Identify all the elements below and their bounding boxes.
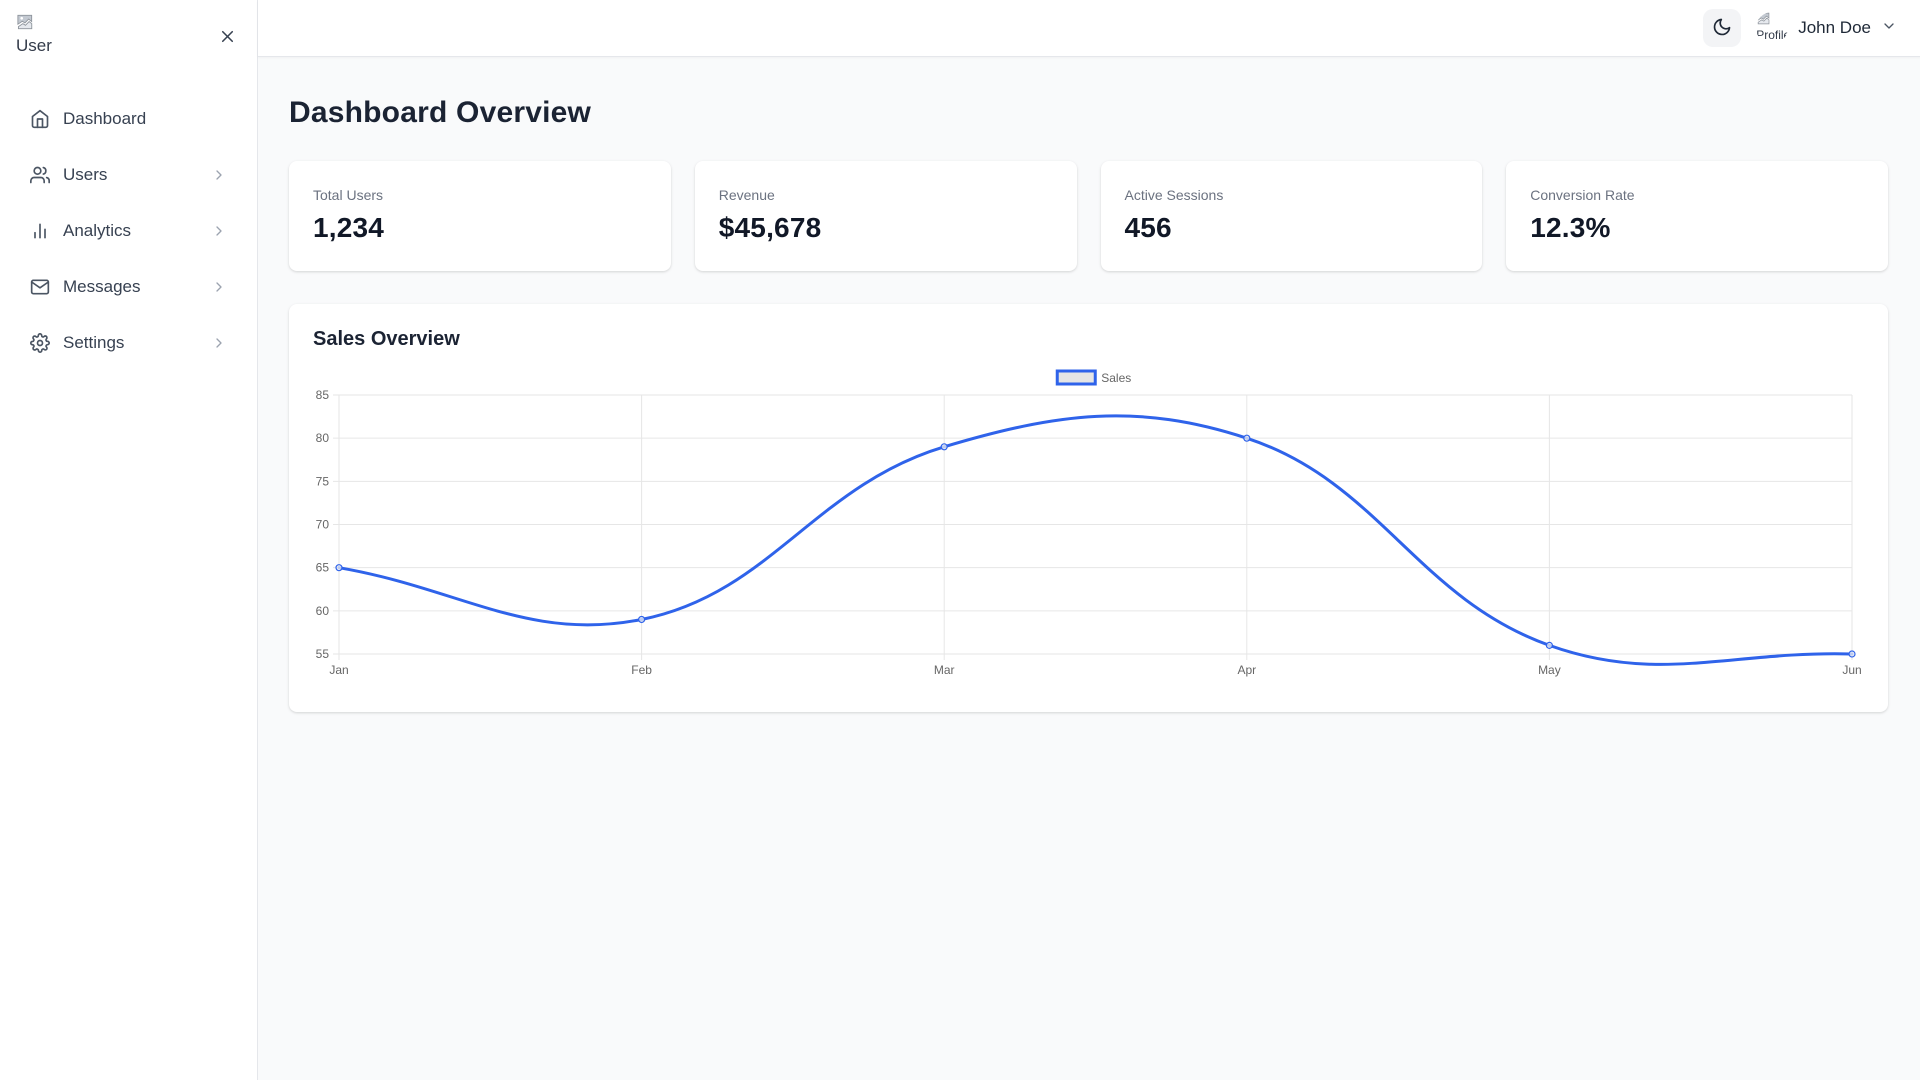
svg-text:Jun: Jun [1842, 663, 1861, 677]
sidebar-nav: Dashboard Users [0, 99, 257, 363]
svg-text:Feb: Feb [631, 663, 652, 677]
sidebar-item-label: Users [63, 165, 108, 184]
logo-broken-image: User [16, 14, 52, 56]
svg-text:70: 70 [316, 518, 330, 532]
logo-alt-text: User [16, 36, 52, 55]
home-icon [30, 109, 50, 129]
stat-label: Revenue [718, 187, 775, 203]
svg-text:Apr: Apr [1237, 663, 1256, 677]
stat-value: $45,678 [718, 212, 822, 243]
chart-title: Sales Overview [313, 328, 460, 350]
stat-card-active-sessions: Active Sessions 456 [1100, 161, 1483, 271]
chevron-right-icon [211, 167, 227, 183]
chart-canvas: 55 60 65 70 75 80 85 Jan Feb Mar Apr May Jun Sales [316, 369, 1862, 677]
sidebar-item-label: Messages [63, 277, 141, 296]
chevron-down-icon [1881, 18, 1897, 39]
users-icon [30, 165, 51, 185]
stats-grid: Total Users 1,234 Revenue $45,678 Active… [289, 161, 1888, 271]
profile-menu[interactable]: Profile John Doe [1756, 12, 1897, 44]
stat-label: Conversion Rate [1530, 187, 1635, 203]
avatar: Profile [1756, 12, 1789, 44]
dark-mode-toggle-button[interactable] [1703, 9, 1742, 47]
top-header: Profile John Doe [258, 0, 1920, 57]
user-name: John Doe [1798, 18, 1871, 37]
gear-icon [30, 333, 51, 353]
svg-text:80: 80 [316, 431, 330, 445]
sidebar-item-messages[interactable]: Messages [16, 267, 241, 307]
bar-chart-icon [30, 221, 50, 241]
svg-text:60: 60 [316, 604, 330, 618]
sidebar-item-settings[interactable]: Settings [16, 323, 241, 363]
stat-value: 12.3% [1530, 212, 1611, 243]
stat-card-total-users: Total Users 1,234 [289, 161, 671, 271]
svg-text:85: 85 [316, 388, 330, 402]
main-content: Dashboard Overview Total Users 1,234 Rev… [258, 57, 1920, 1080]
sidebar-close-button[interactable] [214, 23, 241, 50]
stat-label: Total Users [313, 187, 384, 203]
sidebar-item-label: Dashboard [63, 109, 147, 128]
svg-text:65: 65 [316, 561, 330, 575]
sidebar: User Dashboard [0, 0, 258, 1080]
svg-text:May: May [1538, 663, 1561, 677]
stat-card-conversion-rate: Conversion Rate 12.3% [1506, 161, 1888, 271]
stat-label: Active Sessions [1124, 187, 1224, 203]
chevron-right-icon [211, 335, 227, 351]
chevron-right-icon [211, 279, 227, 295]
close-icon [218, 30, 237, 49]
stat-value: 1,234 [313, 212, 385, 243]
svg-text:55: 55 [316, 647, 330, 661]
stat-value: 456 [1124, 212, 1172, 243]
chevron-right-icon [211, 223, 227, 239]
sidebar-item-label: Analytics [63, 221, 132, 240]
sales-overview-card: Sales Overview 55 60 65 70 75 80 85 Jan Feb Mar Ap… [289, 304, 1888, 712]
broken-image-icon [16, 14, 34, 35]
sidebar-item-dashboard[interactable]: Dashboard [16, 99, 241, 139]
avatar-alt-text: Profile [1756, 28, 1789, 42]
sidebar-header: User [0, 0, 257, 56]
sidebar-item-analytics[interactable]: Analytics [16, 211, 241, 251]
svg-text:Mar: Mar [934, 663, 955, 677]
stat-card-revenue: Revenue $45,678 [694, 161, 1077, 271]
svg-text:Sales: Sales [1101, 371, 1131, 385]
svg-text:75: 75 [316, 474, 330, 488]
moon-icon [1712, 17, 1732, 40]
content-column: Profile John Doe Dashboard Overview Tota… [258, 0, 1920, 1080]
page-title: Dashboard Overview [289, 96, 592, 129]
sales-line-chart: 55 60 65 70 75 80 85 Jan Feb Mar Apr May Jun Sales [313, 359, 1864, 691]
svg-text:Jan: Jan [329, 663, 348, 677]
mail-icon [30, 277, 50, 297]
sidebar-item-users[interactable]: Users [16, 155, 241, 195]
sidebar-item-label: Settings [63, 333, 125, 352]
